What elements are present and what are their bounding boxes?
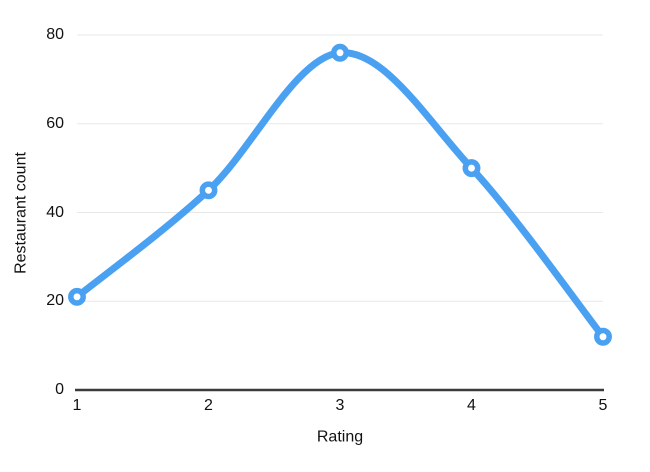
x-tick-label: 3 [335,397,345,414]
y-axis-title: Restaurant count [12,152,30,274]
data-line [73,49,607,341]
x-tick-label: 1 [72,397,82,414]
y-tick-label: 0 [55,381,64,398]
y-tick-label: 20 [46,292,64,310]
data-point-marker [462,159,481,178]
data-point-marker [594,327,612,346]
data-point-marker [331,43,349,62]
y-tick-label: 80 [46,26,64,43]
data-point-marker [68,287,86,306]
y-tick-label: 60 [46,114,64,132]
y-tick-label: 40 [46,203,64,221]
x-axis-title: Rating [316,428,364,446]
x-tick-label: 2 [204,397,213,414]
x-tick-label: 5 [598,397,608,414]
x-tick-label: 4 [467,397,476,414]
data-point-marker [199,181,218,200]
